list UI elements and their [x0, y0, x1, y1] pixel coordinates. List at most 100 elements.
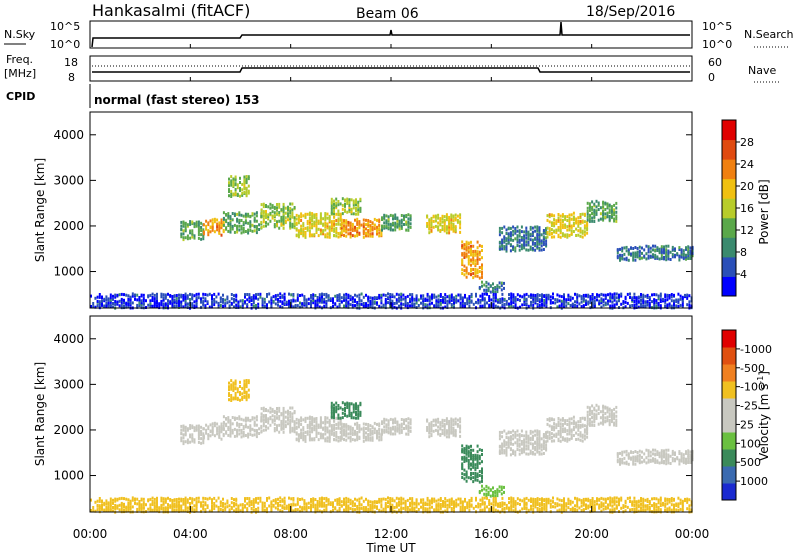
velocity-cell	[625, 460, 628, 464]
velocity-cell	[218, 435, 221, 438]
power-cell	[339, 226, 342, 230]
power-cell	[519, 305, 521, 309]
power-cell	[289, 207, 292, 210]
power-cell	[255, 219, 258, 223]
power-cell	[138, 301, 141, 305]
power-cell	[478, 250, 481, 254]
velocity-cell	[278, 423, 281, 427]
power-cell	[687, 254, 690, 257]
velocity-cell	[292, 502, 295, 506]
power-cell	[681, 303, 684, 307]
power-cell	[585, 303, 587, 306]
velocity-cell	[514, 431, 517, 434]
velocity-cell	[326, 420, 329, 424]
power-cell	[428, 295, 431, 299]
power-cell	[536, 295, 539, 299]
velocity-cell	[245, 396, 248, 400]
velocity-cell	[114, 499, 117, 503]
power-cell	[145, 299, 147, 303]
power-cell	[619, 253, 621, 257]
power-cell	[239, 187, 241, 190]
velocity-cell	[284, 423, 287, 427]
power-cell	[228, 304, 231, 308]
velocity-cell	[452, 431, 455, 435]
velocity-cell	[197, 424, 200, 428]
power-cell	[567, 298, 570, 302]
power-cell	[520, 236, 523, 239]
velocity-cell	[90, 498, 92, 502]
power-cell	[395, 300, 398, 304]
power-cell	[339, 216, 342, 220]
power-cell	[173, 298, 176, 302]
velocity-cell	[613, 417, 616, 421]
velocity-cell	[577, 420, 580, 424]
velocity-cell	[182, 442, 185, 446]
power-cell	[411, 293, 414, 297]
power-cell	[324, 221, 327, 225]
power-cell	[116, 293, 119, 297]
velocity-cell	[297, 437, 300, 441]
velocity-cell	[557, 417, 560, 420]
velocity-cell	[494, 494, 497, 498]
power-marks	[90, 175, 694, 310]
power-cell	[669, 258, 672, 261]
velocity-cell	[367, 436, 370, 440]
power-cell	[359, 206, 362, 210]
velocity-cell	[288, 503, 290, 507]
power-cell	[536, 303, 539, 306]
velocity-cell	[209, 429, 212, 433]
power-cell	[333, 210, 335, 213]
velocity-cell	[649, 450, 652, 454]
power-cell	[338, 303, 341, 306]
velocity-cell	[615, 410, 618, 414]
velocity-cell	[189, 440, 192, 444]
power-cell	[347, 228, 350, 232]
power-cell	[358, 296, 361, 300]
power-cell	[559, 224, 562, 228]
power-cell	[276, 203, 278, 206]
power-cell	[691, 254, 694, 258]
power-cell	[602, 215, 605, 219]
power-cell	[345, 296, 348, 300]
power-cell	[550, 228, 553, 232]
power-cell	[687, 252, 690, 256]
power-cell	[261, 299, 264, 303]
power-cell	[357, 205, 360, 209]
velocity-cell	[355, 404, 357, 408]
power-cell	[643, 248, 646, 252]
velocity-cell	[193, 438, 196, 442]
velocity-cell	[279, 509, 282, 513]
power-cell	[534, 236, 537, 240]
power-cell	[501, 300, 504, 303]
power-cell	[252, 304, 255, 308]
velocity-cell	[561, 438, 564, 442]
power-cell	[151, 304, 154, 308]
velocity-cell	[523, 447, 526, 451]
power-cell	[483, 292, 486, 296]
velocity-cell	[142, 506, 145, 510]
power-cell	[579, 221, 582, 225]
power-ytick-label: 4000	[53, 128, 84, 142]
velocity-cell	[525, 430, 528, 434]
velocity-cell	[218, 433, 221, 437]
velocity-cell	[505, 451, 508, 455]
velocity-cell	[319, 436, 322, 440]
power-cell	[333, 227, 336, 231]
power-cell	[474, 259, 477, 263]
power-cell	[670, 304, 673, 308]
velocity-cell	[674, 451, 676, 455]
power-cell	[197, 223, 200, 227]
velocity-cell	[394, 432, 397, 436]
velocity-cell	[527, 444, 530, 448]
power-cell	[404, 304, 407, 308]
power-cell	[296, 298, 299, 302]
velocity-cell	[638, 458, 641, 462]
power-cell	[193, 300, 196, 304]
power-cell	[220, 233, 223, 237]
velocity-cell	[613, 423, 616, 427]
power-cell	[213, 292, 216, 296]
power-cell	[667, 254, 670, 258]
velocity-cell	[621, 453, 624, 457]
power-cell	[475, 294, 477, 298]
power-cell	[446, 303, 449, 307]
